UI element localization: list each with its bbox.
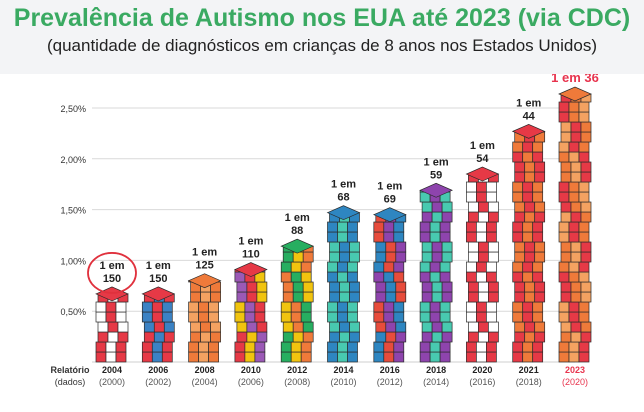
- value-label-line1-2006: 1 em: [146, 260, 171, 272]
- x-tick-label-2004: 2004: [102, 365, 122, 375]
- chart-title: Prevalência de Autismo nos EUA até 2023 …: [13, 4, 631, 32]
- value-label-line2-2021: 44: [523, 110, 536, 122]
- header-band: Prevalência de Autismo nos EUA até 2023 …: [0, 0, 644, 74]
- value-label-line1-2020: 1 em: [470, 140, 495, 152]
- value-label-line1-2016: 1 em: [377, 181, 402, 193]
- x-tick-sublabel-2012: (2008): [284, 377, 310, 387]
- bar-2014: [326, 205, 361, 363]
- x-tick-sublabel-2010: (2006): [238, 377, 264, 387]
- value-label-line2-2004: 150: [103, 273, 121, 285]
- bar-2004: [95, 286, 129, 363]
- x-tick-label-2006: 2006: [148, 365, 168, 375]
- bar-chart: 0,50% 1,00% 1,50% 2,00% 2,50% Relatório (dados…: [50, 74, 599, 387]
- value-label-line2-2016: 69: [384, 194, 396, 206]
- x-tick-label-2008: 2008: [195, 365, 215, 375]
- x-tick-sublabel-2018: (2014): [423, 377, 449, 387]
- bar-2016: [372, 207, 407, 363]
- value-label-line1-2010: 1 em: [238, 236, 263, 248]
- y-tick-label: 2,50%: [60, 104, 86, 114]
- x-axis-label: Relatório: [50, 365, 90, 375]
- value-label-line1-2008: 1 em: [192, 247, 217, 259]
- bar-2018: [419, 182, 453, 363]
- x-tick-label-2021: 2021: [519, 365, 539, 375]
- x-tick-label-2010: 2010: [241, 365, 261, 375]
- value-label-line1-2004: 1 em: [99, 260, 124, 272]
- y-tick-label: 2,00%: [60, 155, 86, 165]
- value-label-line2-2014: 68: [337, 192, 349, 204]
- y-tick-label: 0,50%: [60, 307, 86, 317]
- chart-subtitle: (quantidade de diagnósticos em crianças …: [46, 36, 597, 55]
- x-tick-label-2018: 2018: [426, 365, 446, 375]
- x-tick-sublabel-2016: (2012): [377, 377, 403, 387]
- x-tick-sublabel-2006: (2002): [145, 377, 171, 387]
- x-tick-label-2020: 2020: [472, 365, 492, 375]
- y-tick-label: 1,50%: [60, 206, 86, 216]
- x-tick-sublabel-2023: (2020): [562, 377, 588, 387]
- x-tick-sublabel-2014: (2010): [330, 377, 356, 387]
- bar-2020: [465, 166, 500, 363]
- bar-2008: [187, 273, 222, 363]
- value-label-line1-2018: 1 em: [424, 156, 449, 168]
- value-label-line2-2012: 88: [291, 225, 303, 237]
- x-tick-label-2023: 2023: [565, 365, 585, 375]
- value-label-line1-2014: 1 em: [331, 179, 356, 191]
- bar-2012: [280, 238, 315, 363]
- value-label-line1-2021: 1 em: [516, 97, 541, 109]
- value-label-line2-2010: 110: [242, 249, 260, 261]
- value-label-line2-2008: 125: [195, 260, 213, 272]
- bar-2010: [234, 262, 268, 363]
- value-label-line2-2018: 59: [430, 169, 442, 181]
- x-tick-label-2014: 2014: [333, 365, 353, 375]
- highlight-circle: [87, 252, 137, 294]
- x-axis-sublabel: (dados): [55, 377, 86, 387]
- x-tick-sublabel-2004: (2000): [99, 377, 125, 387]
- y-tick-label: 1,00%: [60, 256, 86, 266]
- x-tick-label-2012: 2012: [287, 365, 307, 375]
- bar-2006: [141, 286, 176, 363]
- x-tick-sublabel-2021: (2018): [516, 377, 542, 387]
- x-tick-sublabel-2020: (2016): [469, 377, 495, 387]
- x-tick-sublabel-2008: (2004): [192, 377, 218, 387]
- x-tick-label-2016: 2016: [380, 365, 400, 375]
- bar-2023: [558, 86, 592, 363]
- value-label-line2-2006: 150: [149, 273, 167, 285]
- bar-2021: [511, 123, 546, 363]
- value-label-line1-2012: 1 em: [285, 212, 310, 224]
- value-label-line2-2020: 54: [476, 153, 489, 165]
- value-label-2023: 1 em 36: [551, 74, 599, 85]
